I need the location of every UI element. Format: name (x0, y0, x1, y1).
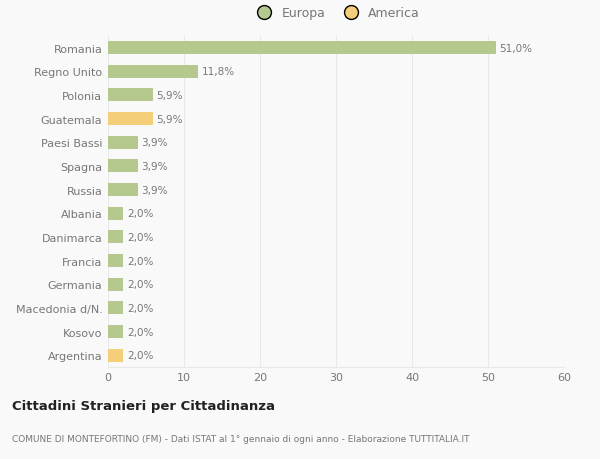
Text: 51,0%: 51,0% (499, 44, 532, 54)
Text: 11,8%: 11,8% (202, 67, 235, 77)
Bar (108, 89, 153, 102)
Bar (108, 113, 153, 126)
Text: Cittadini Stranieri per Cittadinanza: Cittadini Stranieri per Cittadinanza (12, 399, 275, 412)
Text: 2,0%: 2,0% (127, 327, 154, 337)
Legend: Europa, America: Europa, America (248, 3, 424, 24)
Bar (108, 325, 123, 338)
Bar (108, 231, 123, 244)
Bar (108, 302, 123, 315)
Text: 5,9%: 5,9% (157, 91, 183, 101)
Text: 2,0%: 2,0% (127, 303, 154, 313)
Text: 2,0%: 2,0% (127, 232, 154, 242)
Bar (108, 184, 137, 196)
Text: 3,9%: 3,9% (142, 162, 168, 172)
Text: 2,0%: 2,0% (127, 256, 154, 266)
Text: 5,9%: 5,9% (157, 114, 183, 124)
Text: 3,9%: 3,9% (142, 138, 168, 148)
Bar (108, 160, 137, 173)
Bar (108, 349, 123, 362)
Bar (108, 66, 197, 78)
Text: 2,0%: 2,0% (127, 209, 154, 219)
Bar (108, 278, 123, 291)
Text: 2,0%: 2,0% (127, 280, 154, 290)
Text: COMUNE DI MONTEFORTINO (FM) - Dati ISTAT al 1° gennaio di ogni anno - Elaborazio: COMUNE DI MONTEFORTINO (FM) - Dati ISTAT… (12, 434, 470, 443)
Bar (108, 207, 123, 220)
Text: 2,0%: 2,0% (127, 350, 154, 360)
Bar (108, 136, 137, 150)
Bar (108, 254, 123, 268)
Text: 3,9%: 3,9% (142, 185, 168, 195)
Bar (108, 42, 496, 55)
